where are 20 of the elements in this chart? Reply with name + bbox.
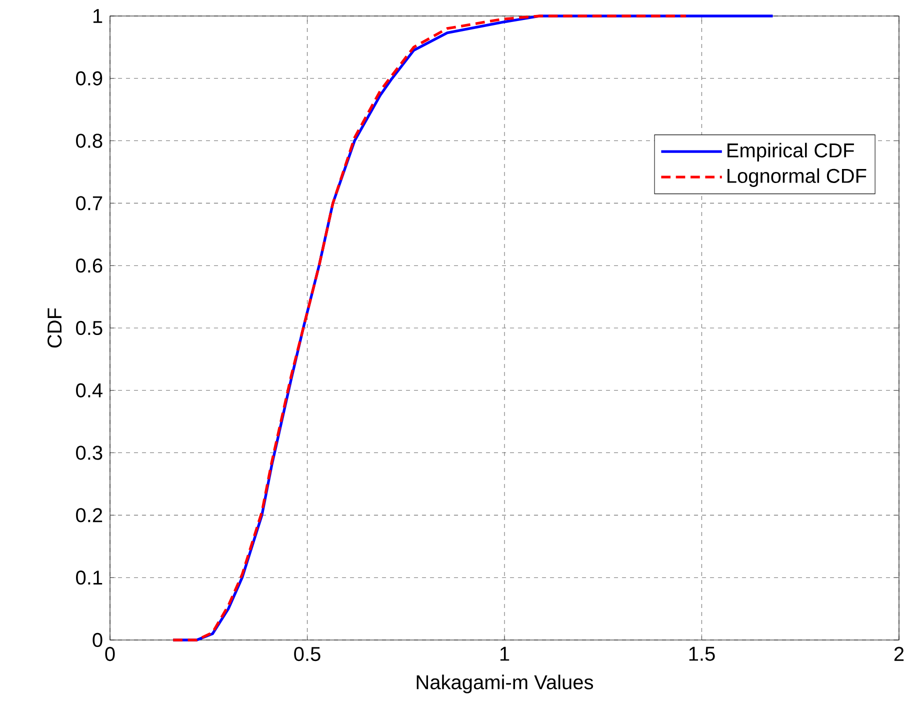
y-tick-label: 0.6 [76,258,102,273]
x-tick-label: 2 [894,646,904,661]
legend-label: Lognormal CDF [728,168,866,187]
y-tick-label: 0.8 [76,134,102,148]
y-axis-title: CDF [48,308,62,348]
x-axis-title: Nakagami-m Values [416,674,594,694]
x-tick-label: 0.5 [294,646,320,662]
y-tick-label: 1 [93,9,102,23]
y-tick-label: 0.3 [76,446,102,460]
y-tick-label: 0.4 [76,383,102,398]
y-tick-label: 0 [92,632,102,648]
y-tick-label: 0.2 [76,508,102,522]
x-tick-label: 0 [105,646,115,662]
legend-label: Empirical CDF [728,142,854,162]
x-tick-label: 1 [500,646,510,661]
y-tick-label: 0.9 [76,71,102,86]
y-tick-label: 0.1 [76,570,102,585]
y-tick-label: 0.5 [76,320,102,336]
x-tick-label: 1.5 [689,646,715,661]
y-tick-label: 0.7 [76,196,102,210]
